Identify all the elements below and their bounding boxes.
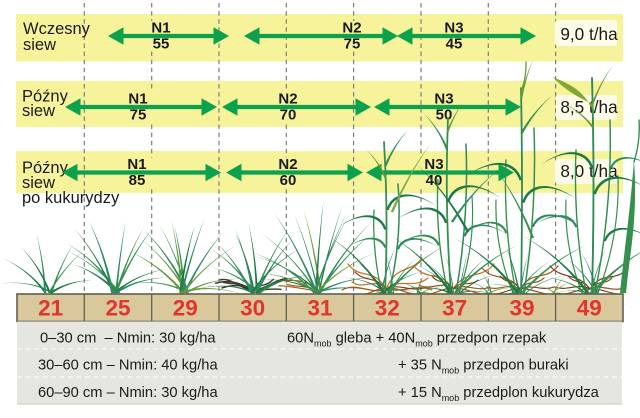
svg-text:30–60 cm – Nmin: 40 kg/ha: 30–60 cm – Nmin: 40 kg/ha (38, 358, 218, 374)
svg-text:85: 85 (129, 172, 146, 189)
svg-text:N2: N2 (278, 91, 297, 108)
svg-text:siew: siew (22, 174, 55, 192)
svg-text:po kukurydzy: po kukurydzy (22, 189, 120, 207)
svg-text:37: 37 (442, 296, 467, 321)
svg-text:N3: N3 (444, 20, 463, 37)
svg-text:32: 32 (375, 296, 400, 321)
svg-text:39: 39 (509, 296, 534, 321)
svg-text:45: 45 (446, 36, 463, 53)
svg-text:49: 49 (577, 296, 602, 321)
svg-text:60–90 cm – Nmin: 30 kg/ha: 60–90 cm – Nmin: 30 kg/ha (38, 385, 218, 401)
svg-text:N1: N1 (128, 91, 147, 108)
svg-text:Późny: Późny (22, 159, 69, 177)
svg-text:N2: N2 (342, 20, 361, 37)
svg-text:70: 70 (280, 107, 297, 124)
svg-text:+ 15 Nmob przedplon kukurydza: + 15 Nmob przedplon kukurydza (398, 385, 600, 403)
svg-text:N3: N3 (434, 91, 453, 108)
svg-text:siew: siew (22, 102, 55, 120)
svg-text:siew: siew (23, 36, 56, 54)
svg-text:29: 29 (173, 296, 198, 321)
svg-text:N2: N2 (278, 156, 297, 173)
svg-text:60Nmob gleba + 40Nmob przedpon: 60Nmob gleba + 40Nmob przedpon rzepak (287, 331, 547, 349)
svg-text:8,5 t/ha: 8,5 t/ha (560, 97, 618, 117)
svg-text:9,0 t/ha: 9,0 t/ha (560, 24, 618, 44)
svg-text:75: 75 (344, 36, 361, 53)
svg-text:N1: N1 (127, 156, 146, 173)
svg-text:Wczesny: Wczesny (23, 20, 91, 38)
svg-text:+ 35 Nmob przedpon buraki: + 35 Nmob przedpon buraki (398, 358, 569, 376)
svg-text:75: 75 (130, 107, 147, 124)
svg-text:60: 60 (280, 172, 297, 189)
svg-text:50: 50 (436, 107, 453, 124)
svg-text:30: 30 (240, 296, 265, 321)
svg-text:25: 25 (105, 296, 130, 321)
svg-text:40: 40 (426, 172, 443, 189)
svg-text:Późny: Późny (22, 88, 69, 106)
svg-text:21: 21 (38, 296, 63, 321)
svg-text:N3: N3 (424, 156, 443, 173)
svg-text:N1: N1 (151, 20, 170, 37)
svg-text:55: 55 (153, 36, 170, 53)
svg-text:31: 31 (307, 296, 332, 321)
svg-text:0–30 cm – Nmin: 30 kg/ha: 0–30 cm – Nmin: 30 kg/ha (40, 331, 216, 347)
